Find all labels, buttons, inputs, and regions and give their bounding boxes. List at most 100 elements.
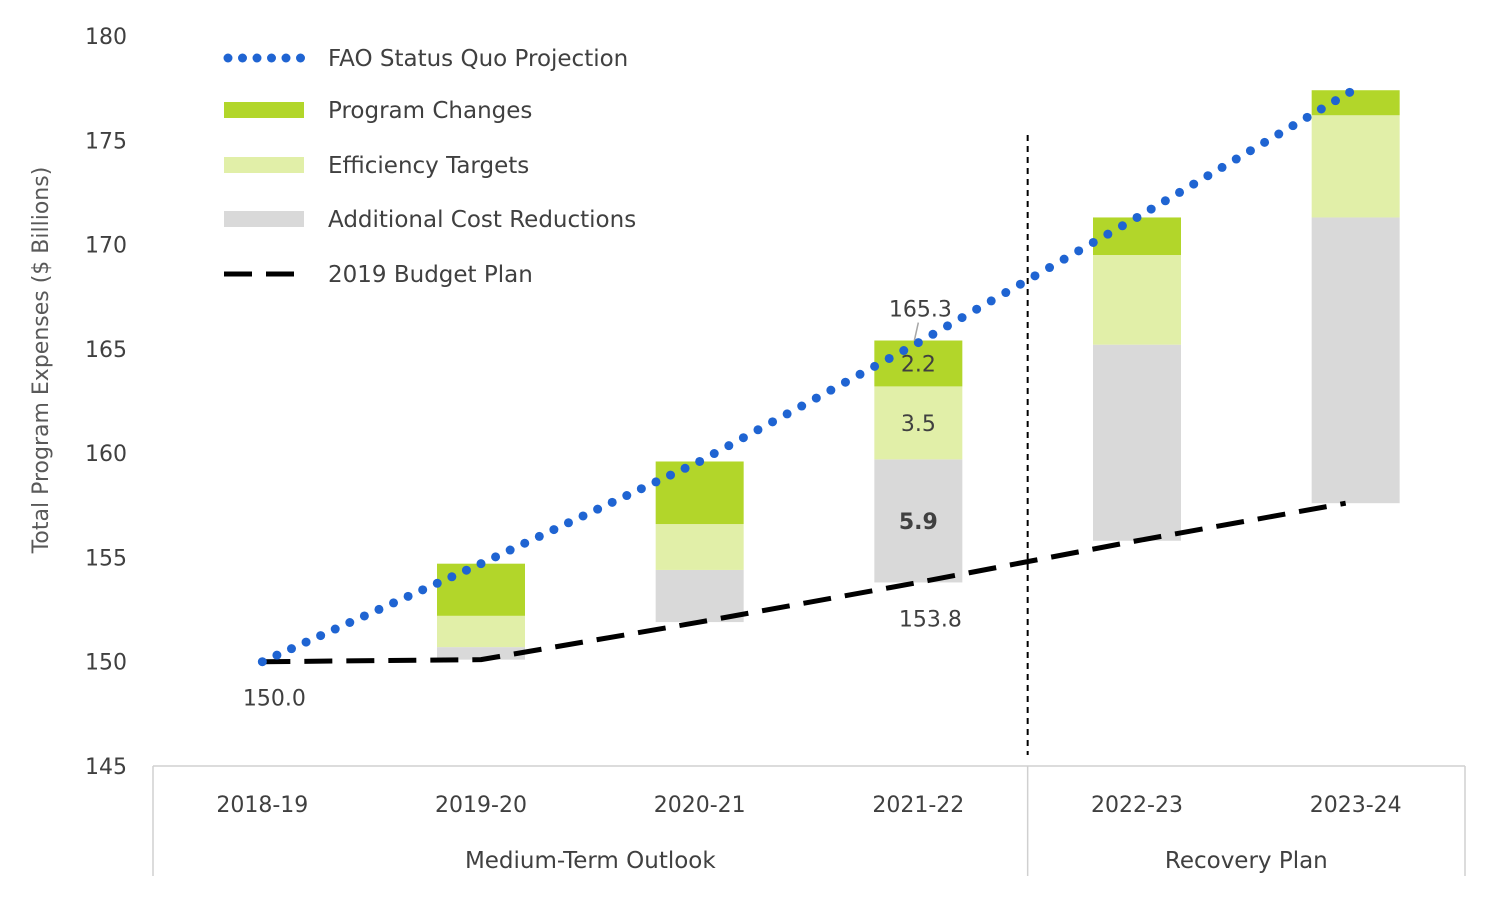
fao-projection-dot — [1203, 171, 1213, 181]
fao-projection-dot — [957, 313, 967, 323]
data-label-efficiency-targets: 3.5 — [901, 412, 936, 437]
fao-projection-dot — [403, 591, 413, 601]
fao-projection-dot — [1088, 237, 1098, 247]
legend-swatch — [224, 157, 304, 173]
x-tick-label: 2022-23 — [1091, 793, 1183, 818]
fao-projection-dot — [563, 518, 573, 528]
fao-projection-dot — [899, 346, 909, 356]
fao-projection-dot — [870, 361, 880, 371]
fao-projection-dot — [855, 369, 865, 379]
fao-projection-dot — [622, 491, 632, 501]
data-label-program-changes: 2.2 — [901, 352, 936, 377]
fao-projection-dot — [636, 484, 646, 494]
fao-projection-dot — [1189, 179, 1199, 189]
fao-projection-dot — [447, 572, 457, 582]
bar-efficiency-targets — [655, 524, 744, 570]
fao-projection-dot — [301, 637, 311, 647]
fao-projection-dot — [1160, 196, 1170, 206]
bar-program-changes — [874, 340, 963, 387]
legend-entry-label: FAO Status Quo Projection — [328, 46, 628, 72]
fao-projection-dot — [257, 657, 267, 667]
x-tick-label: 2020-21 — [654, 793, 746, 818]
legend-entry-label: Additional Cost Reductions — [328, 207, 636, 233]
fao-projection-dot — [505, 545, 515, 555]
fao-projection-dot — [666, 470, 676, 480]
series-line-2019-budget-plan — [262, 500, 1347, 665]
fao-projection-dot — [709, 449, 719, 459]
fao-projection-dot — [389, 598, 399, 608]
bar-program-changes — [1311, 90, 1400, 116]
fao-projection-dot — [461, 565, 471, 575]
bar-additional-cost-reductions — [655, 569, 744, 623]
legend-entry-label: 2019 Budget Plan — [328, 262, 533, 288]
fao-projection-dot — [768, 417, 778, 427]
fao-projection-dot — [549, 525, 559, 535]
fao-projection-dot — [1302, 112, 1312, 122]
fao-projection-dot — [476, 559, 486, 569]
y-tick-label: 180 — [85, 25, 127, 50]
fao-projection-dot — [286, 644, 296, 654]
fao-projection-dot — [1045, 263, 1055, 273]
fao-projection-dot — [1175, 187, 1185, 197]
lines — [257, 87, 1355, 667]
data-label-fao-value: 165.3 — [889, 298, 952, 323]
fao-projection-dot — [607, 497, 617, 507]
bar-efficiency-targets — [874, 386, 963, 460]
leader-line — [913, 322, 920, 341]
fao-projection-dot — [840, 377, 850, 387]
fao-projection-dot — [972, 304, 982, 314]
axes: 145 150 155 160 165 170 175 180 2018-19 2019-20 20… — [85, 25, 1466, 876]
data-label-start-value: 150.0 — [243, 687, 306, 712]
stacked-bars — [437, 90, 1400, 660]
fao-projection-dot — [1001, 288, 1011, 298]
y-tick-label: 170 — [85, 234, 127, 259]
bar-additional-cost-reductions — [437, 647, 525, 660]
fao-projection-dot — [1132, 212, 1142, 222]
legend-entry-label: Program Changes — [328, 98, 532, 124]
fao-projection-dot — [593, 504, 603, 514]
fao-projection-dot — [811, 393, 821, 403]
category-group-label: Recovery Plan — [1165, 848, 1328, 874]
fao-projection-dot — [1103, 229, 1113, 239]
bar-efficiency-targets — [437, 615, 525, 648]
fao-projection-dot — [534, 531, 544, 541]
fao-projection-dot — [1146, 204, 1156, 214]
x-tick-label: 2023-24 — [1310, 793, 1402, 818]
legend-swatch — [224, 211, 304, 227]
fao-projection-dot — [374, 604, 384, 614]
category-group-label: Medium-Term Outlook — [465, 848, 716, 874]
fao-projection-dot — [272, 650, 282, 660]
legend-swatch-fao-projection — [267, 53, 276, 63]
y-axis-label: Total Program Expenses ($ Billions) — [29, 167, 54, 555]
fao-projection-dot — [680, 463, 690, 473]
y-tick-label: 155 — [85, 546, 127, 571]
fao-projection-dot — [1074, 246, 1084, 256]
fao-projection-dot — [884, 353, 894, 363]
legend-swatch-fao-projection — [296, 53, 305, 63]
bar-program-changes — [437, 563, 525, 616]
fao-projection-dot — [942, 321, 952, 331]
x-tick-label: 2018-19 — [216, 793, 308, 818]
fao-projection-dot — [986, 296, 996, 306]
fao-projection-dot — [1015, 279, 1025, 289]
fao-projection-dot — [359, 611, 369, 621]
legend: FAO Status Quo Projection Program Changes… — [223, 46, 636, 288]
fao-projection-dot — [1345, 87, 1355, 97]
fao-projection-dot — [928, 329, 938, 339]
fao-projection-dot — [491, 552, 501, 562]
fao-projection-dot — [738, 433, 748, 443]
y-tick-label: 150 — [85, 651, 127, 676]
y-tick-label: 145 — [85, 755, 127, 780]
bar-efficiency-targets — [1311, 115, 1400, 218]
fao-projection-dot — [913, 338, 923, 348]
legend-swatch-fao-projection — [252, 53, 262, 63]
fao-projection-dot — [432, 578, 442, 588]
x-tick-label: 2021-22 — [872, 793, 964, 818]
fao-projection-dot — [826, 385, 836, 395]
data-label-budget-value: 153.8 — [899, 607, 962, 632]
fao-projection-dot — [418, 585, 428, 595]
fao-projection-dot — [782, 409, 792, 419]
fao-projection-dot — [797, 401, 807, 411]
fao-projection-dot — [330, 624, 340, 634]
